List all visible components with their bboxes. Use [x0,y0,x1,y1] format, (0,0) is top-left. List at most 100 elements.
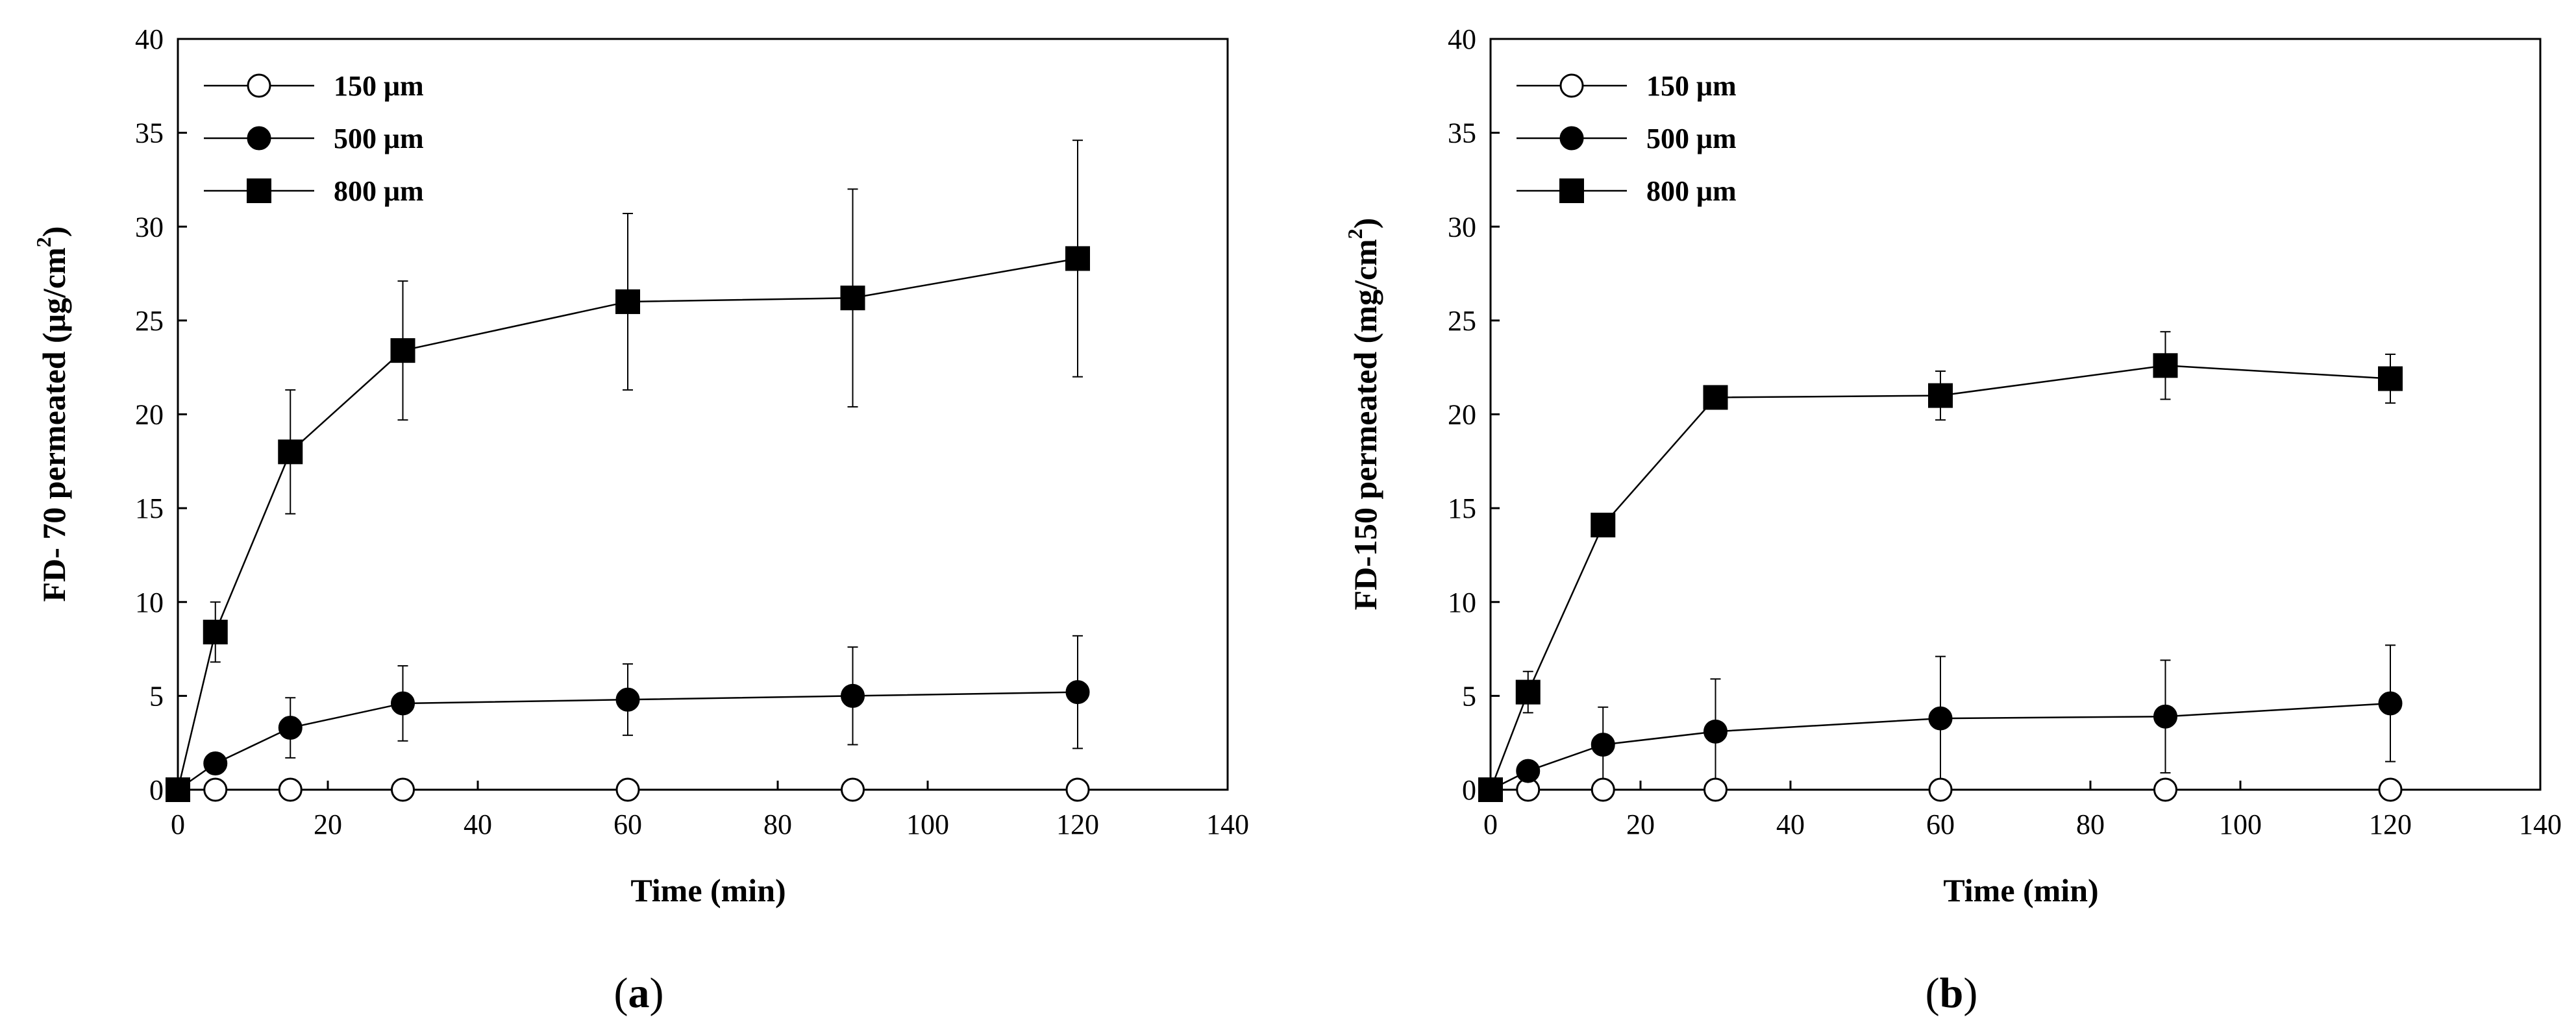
y-tick-label-a-0: 0 [149,774,164,806]
point-a-s2-4 [615,289,640,314]
y-tick-label-a-2: 10 [135,587,164,618]
legend-marker-b-1 [1559,126,1584,151]
x-tick-label-a-4: 80 [763,809,792,840]
legend-marker-b-2 [1559,178,1584,203]
legend-item-a-1: 500 μm [204,123,424,154]
point-b-s2-4 [1928,383,1953,408]
y-tick-label-b-5: 25 [1448,305,1476,337]
panel-label-b-close: ) [1963,969,1977,1017]
legend-label-b-1: 500 μm [1646,123,1737,154]
x-tick-label-b-5: 100 [2219,809,2262,840]
panel-label-a-open: ( [614,969,628,1017]
point-a-s2-6 [1065,246,1090,271]
legend-marker-a-2 [247,178,271,203]
point-a-s1-3 [391,691,415,716]
x-tick-label-b-1: 20 [1626,809,1655,840]
legend-label-b-0: 150 μm [1646,70,1737,102]
point-a-s0-4 [615,777,640,802]
legend-item-b-2: 800 μm [1517,175,1737,207]
panel-b: 0 5 10 15 20 25 30 35 40 0 20 40 60 80 100 120 140 150 … [1343,23,2562,1017]
point-a-s1-6 [1065,680,1090,705]
point-b-s1-2 [1591,733,1615,757]
x-tick-label-b-3: 60 [1926,809,1955,840]
legend-marker-b-0 [1559,73,1584,98]
x-tick-label-a-3: 60 [613,809,642,840]
y-axis-title-a: FD- 70 permeated (μg/cm2) [32,226,72,602]
y-tick-label-a-1: 5 [149,680,164,712]
y-axis-title-b-main: FD-150 permeated (mg/cm [1347,239,1383,610]
point-b-s2-1 [1515,679,1541,705]
y-axis-title-a-main: FD- 70 permeated (μg/cm [36,247,72,602]
y-tick-label-b-3: 15 [1448,493,1476,524]
point-b-s2-5 [2153,353,2178,378]
point-a-s1-2 [278,716,303,740]
point-b-s2-0 [1478,777,1503,802]
y-tick-label-b-1: 5 [1462,680,1476,712]
x-ticks-b: 0 20 40 60 80 100 120 140 [1483,781,2562,840]
y-ticks-b: 0 5 10 15 20 25 30 35 40 [1448,23,1500,806]
y-tick-label-a-6: 30 [135,211,164,243]
y-tick-label-a-5: 25 [135,305,164,337]
point-a-s0-3 [391,777,415,802]
legend-label-a-2: 800 μm [334,175,424,207]
point-a-s2-0 [166,777,190,802]
point-b-s2-3 [1703,385,1728,410]
legend-item-b-0: 150 μm [1517,70,1737,102]
markers-b [1478,353,2403,802]
x-tick-label-b-4: 80 [2076,809,2105,840]
point-b-s1-6 [2378,691,2403,716]
legend-marker-a-1 [247,126,271,151]
x-tick-label-b-6: 120 [2369,809,2412,840]
x-tick-label-b-2: 40 [1776,809,1805,840]
point-a-s2-1 [203,620,228,645]
point-a-s0-5 [841,777,865,802]
legend-item-b-1: 500 μm [1517,123,1737,154]
point-b-s0-2 [1591,777,1615,802]
panel-a: 0 5 10 15 20 25 30 35 40 0 20 40 60 80 100 120 140 150 … [32,23,1249,1017]
y-tick-label-b-6: 30 [1448,211,1476,243]
y-axis-title-b-end: ) [1347,218,1383,229]
legend-label-a-1: 500 μm [334,123,424,154]
x-tick-label-a-5: 100 [906,809,949,840]
point-a-s2-5 [840,286,865,311]
point-b-s1-4 [1928,706,1953,731]
point-b-s0-6 [2378,777,2403,802]
x-tick-label-a-6: 120 [1056,809,1099,840]
y-ticks-a: 0 5 10 15 20 25 30 35 40 [135,23,187,806]
point-b-s2-6 [2378,366,2403,391]
point-b-s1-5 [2153,704,2177,729]
x-tick-label-a-7: 140 [1206,809,1249,840]
y-tick-label-a-4: 20 [135,399,164,431]
point-a-s0-6 [1065,777,1090,802]
point-b-s1-1 [1516,759,1541,783]
y-axis-title-a-end: ) [36,226,72,237]
x-axis-title-b: Time (min) [1943,872,2098,908]
y-axis-title-a-sup: 2 [32,237,55,247]
y-tick-label-b-0: 0 [1462,774,1476,806]
legend-marker-a-0 [247,73,271,98]
y-tick-label-a-7: 35 [135,117,164,149]
y-tick-label-b-7: 35 [1448,117,1476,149]
legend-item-a-0: 150 μm [204,70,424,102]
markers-a [166,246,1090,802]
y-tick-label-a-3: 15 [135,493,164,524]
point-a-s2-2 [278,439,303,465]
point-b-s0-5 [2153,777,2177,802]
point-a-s1-5 [841,683,865,708]
point-b-s0-3 [1703,777,1728,802]
x-tick-label-a-0: 0 [171,809,185,840]
point-a-s2-3 [390,338,415,363]
point-a-s0-1 [203,777,228,802]
y-tick-label-b-2: 10 [1448,587,1476,618]
point-a-s1-4 [615,687,640,712]
x-axis-title-a: Time (min) [630,872,786,908]
y-tick-label-a-8: 40 [135,23,164,55]
y-tick-label-b-4: 20 [1448,399,1476,431]
y-axis-title-b: FD-150 permeated (mg/cm2) [1343,218,1383,611]
legend-label-a-0: 150 μm [334,70,424,102]
y-axis-title-b-sup: 2 [1343,228,1367,239]
panel-label-b-open: ( [1926,969,1940,1017]
point-a-s0-2 [278,777,303,802]
